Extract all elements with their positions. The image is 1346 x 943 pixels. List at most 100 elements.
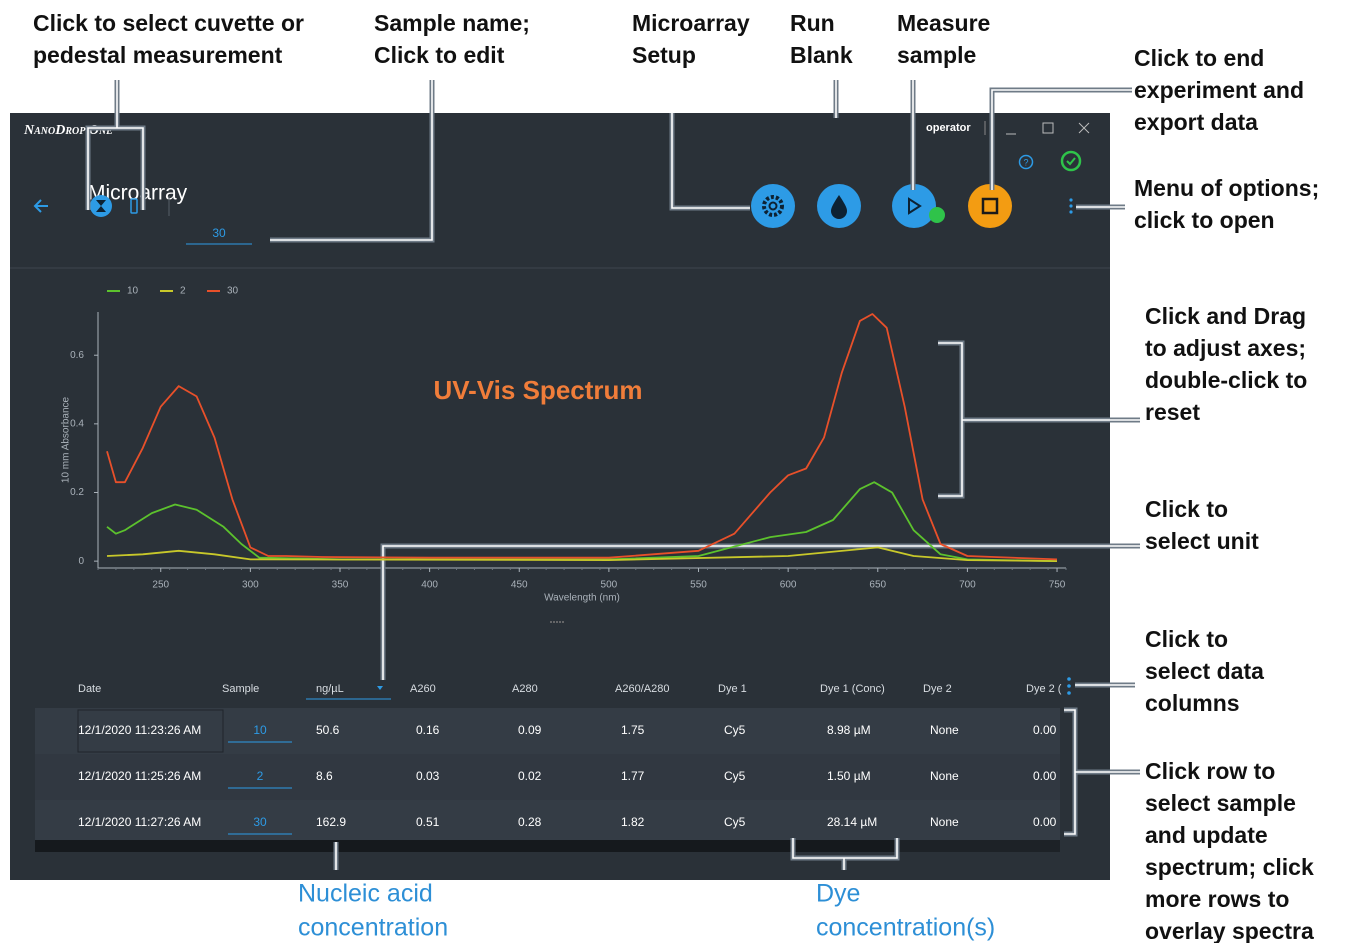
table-cell: 12/1/2020 11:23:26 AM [78,723,201,737]
annotation-text: Click to select cuvette or [33,10,304,36]
annotation-text: Microarray [632,10,750,36]
callout-text: concentration [298,914,448,942]
table-cell: 2 [257,769,264,783]
annotation-text: Click to edit [374,42,505,68]
table-cell: 12/1/2020 11:27:26 AM [78,815,201,829]
maximize-button[interactable] [1042,122,1054,134]
callout-text: Nucleic acid [298,880,433,908]
x-tick-label: 550 [690,580,707,591]
table-cell: 1.50 µM [827,769,871,783]
x-tick-label: 500 [601,580,618,591]
table-cell: 0.03 [416,769,440,783]
status-icon [1060,150,1082,172]
annotation-text: Click to end [1134,45,1264,71]
measure-button[interactable] [892,184,936,228]
table-row[interactable] [35,754,1060,800]
table-cell: 10 [253,723,267,737]
annotation-text: pedestal measurement [33,42,283,68]
x-tick-label: 250 [152,580,169,591]
table-cell: 162.9 [316,815,346,829]
microarray-setup-button[interactable] [751,184,795,228]
table-cell: 8.98 µM [827,723,871,737]
table-row[interactable] [35,708,1060,754]
annotation-text: double-click to [1145,367,1307,393]
help-icon[interactable] [1018,154,1034,170]
annotation-text: columns [1145,690,1240,716]
options-menu[interactable] [1069,198,1073,214]
user-name[interactable]: operator [926,122,971,134]
annotation-text: export data [1134,109,1258,135]
y-tick-label: 0.6 [70,350,84,361]
annotation-text: Click and Drag [1145,303,1306,329]
spectrum-title: UV-Vis Spectrum [433,375,642,405]
table-cell: 0.09 [518,723,542,737]
table-cell: 0.00 [1033,769,1057,783]
legend-label: 10 [127,286,139,297]
annotation-text: reset [1145,399,1200,425]
auto-measure-badge [929,207,945,223]
table-cell: 1.77 [621,769,645,783]
connector-lines [85,80,1140,870]
column-menu[interactable] [1067,677,1071,695]
annotation-text: Measure [897,10,990,36]
annotation-text: overlay spectra [1145,918,1314,943]
experiment-name: Microarray [88,182,188,205]
table-cell: None [930,769,959,783]
unit-select[interactable]: ng/µL [316,683,344,695]
pedestal-button[interactable] [90,195,112,217]
annotation-text: Sample name; [374,10,530,36]
annotation-text: select sample [1145,790,1296,816]
table-cell: 8.6 [316,769,333,783]
help-icon-glyph: ? [1023,157,1028,167]
annotation-text: Click row to [1145,758,1275,784]
callout-text: Dye [816,880,860,908]
x-tick-label: 750 [1049,580,1066,591]
x-tick-label: 700 [959,580,976,591]
column-header: Date [78,683,101,695]
play-icon [908,197,922,215]
app-title: NanoDrop One [23,123,113,138]
gear-icon [762,195,784,217]
table-cell: Cy5 [724,815,746,829]
pedestal-icon [96,200,106,212]
x-tick-label: 650 [869,580,886,591]
table-cell: None [930,815,959,829]
y-tick-label: 0.2 [70,487,84,498]
spectrum-line [106,313,1058,561]
annotation-text: Setup [632,42,696,68]
table-cell: 12/1/2020 11:25:26 AM [78,769,201,783]
end-experiment-button[interactable] [968,184,1012,228]
status-check [1066,157,1076,166]
annotation-text: Blank [790,42,853,68]
gear-hub [768,201,778,211]
column-header: A260/A280 [615,683,669,695]
annotation-text: Menu of options; [1134,175,1319,201]
table-cell: 50.6 [316,723,340,737]
annotation-text: select unit [1145,528,1259,554]
table-cell: 0.00 [1033,815,1057,829]
annotation-text: more rows to [1145,886,1289,912]
sample-name-input[interactable]: 30 [212,226,226,240]
spectrum-line [106,481,1058,562]
table-cell: 0.16 [416,723,440,737]
spectrum-line [106,546,1058,562]
scrollbar-thumb[interactable] [35,840,895,852]
table-cell: 0.51 [416,815,440,829]
legend-label: 2 [180,286,186,297]
back-button[interactable] [33,199,48,213]
close-button[interactable] [1078,122,1090,134]
table-cell: 0.28 [518,815,542,829]
resize-handle[interactable] [550,621,564,623]
unit-select-arrow[interactable] [377,686,383,690]
cuvette-button[interactable] [130,198,138,214]
x-tick-label: 600 [780,580,797,591]
table-cell: None [930,723,959,737]
table-cell: Cy5 [724,769,746,783]
annotation-text: sample [897,42,976,68]
annotation-text: and update [1145,822,1268,848]
column-header: A260 [410,683,436,695]
column-header: Dye 1 [718,683,747,695]
table-row[interactable] [35,800,1060,846]
x-tick-label: 300 [242,580,259,591]
